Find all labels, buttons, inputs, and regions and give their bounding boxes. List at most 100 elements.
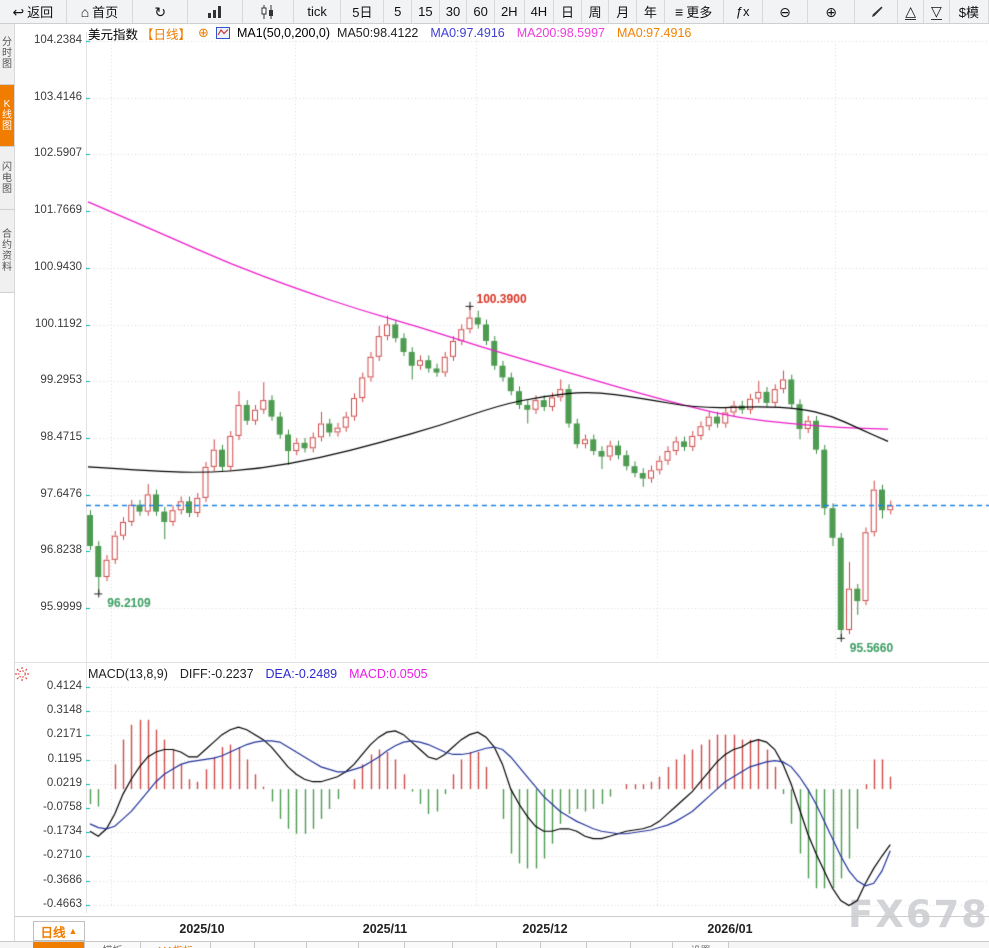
price-axis-label: 98.4715: [40, 430, 82, 443]
price-axis-label: 99.2953: [40, 374, 82, 387]
toolbar-dollar-button[interactable]: $模: [950, 0, 989, 23]
footer-tab[interactable]: [587, 942, 631, 948]
toolbar-period-5-button[interactable]: 5: [384, 0, 413, 23]
month-axis-label: 2026/01: [707, 922, 753, 936]
xaxis-top-border: [0, 916, 989, 917]
toolbar-fx-indicator-button[interactable]: ƒx: [724, 0, 763, 23]
price-axis-label: 103.4146: [34, 90, 82, 103]
sidebar-tab-char: 时: [2, 48, 12, 59]
macd-axis-label: 0.3148: [46, 704, 82, 717]
toolbar-period-15-button[interactable]: 15: [412, 0, 440, 23]
price-axis-label: 100.1192: [34, 317, 82, 330]
panel-separator: [0, 662, 989, 663]
sidebar-tab-char: 约: [2, 240, 12, 251]
ma-values: MA50:98.4122 MA0:97.4916 MA200:98.5997 MA0:…: [337, 26, 691, 40]
add-indicator-icon[interactable]: ⊕: [198, 25, 209, 40]
toolbar-period-5d-button[interactable]: 5日: [341, 0, 385, 23]
macd-header: MACD(13,8,9) DIFF:-0.2237 DEA:-0.2489 MACD:…: [88, 666, 428, 681]
footer-tab-模板[interactable]: 模板: [85, 942, 141, 948]
price-axis-label: 101.7669: [34, 204, 82, 217]
back-label: 返回: [27, 5, 54, 20]
period-2h-label: 2H: [500, 4, 518, 19]
period-selector-button[interactable]: 日线 ▲: [33, 921, 85, 941]
toolbar-triangle-up-icon[interactable]: △: [898, 0, 925, 23]
toolbar-period-month-button[interactable]: 月: [609, 0, 638, 23]
macd-value: DEA:-0.2489: [265, 666, 338, 681]
sidebar-tab-char: 闪: [2, 161, 12, 173]
macd-value: MACD:0.0505: [349, 666, 428, 681]
home-glyph: ⌂: [80, 3, 90, 20]
sidebar-tab-char: 图: [2, 183, 12, 195]
price-axis-label: 97.6476: [40, 487, 82, 500]
triangle-up-glyph: △: [905, 2, 917, 20]
footer-tab[interactable]: [453, 942, 497, 948]
sidebar-tab-contract-info[interactable]: 合约资料: [0, 210, 14, 293]
macd-axis-label: 0.2171: [46, 728, 82, 741]
price-axis-label: 102.5907: [34, 147, 82, 160]
footer-tab[interactable]: [631, 942, 673, 948]
toolbar-back-button[interactable]: ↩ 返回: [0, 0, 67, 23]
footer-tab[interactable]: [307, 942, 359, 948]
refresh-glyph: ↻: [154, 3, 167, 20]
toolbar-period-4h-button[interactable]: 4H: [525, 0, 555, 23]
sidebar-tab-char: 资: [2, 251, 12, 262]
toolbar-period-30-button[interactable]: 30: [440, 0, 468, 23]
footer-tab[interactable]: [359, 942, 405, 948]
toolbar-tick-button[interactable]: tick: [294, 0, 342, 23]
symbol-period: 【日线】: [141, 27, 192, 42]
home-label: 首页: [92, 5, 119, 20]
footer-left-pad: [0, 942, 33, 948]
footer-tab[interactable]: [255, 942, 307, 948]
footer-tab[interactable]: [541, 942, 587, 948]
toolbar-candle-chart-icon[interactable]: [243, 0, 295, 23]
more-label: 更多: [686, 5, 713, 20]
more-glyph: ≡: [675, 3, 684, 20]
price-axis-label: 104.2384: [34, 34, 82, 46]
period-5-label: 5: [394, 4, 402, 19]
toolbar-refresh-icon[interactable]: ↻: [133, 0, 189, 23]
toolbar-period-year-button[interactable]: 年: [637, 0, 665, 23]
period-week-label: 周: [588, 5, 602, 20]
macd-axis-label: -0.3686: [42, 873, 82, 886]
footer-tab-MA指标[interactable]: MA指标: [141, 942, 211, 948]
sidebar-tab-time-chart[interactable]: 分时图: [0, 23, 14, 85]
triangle-down-glyph: ▽: [930, 2, 942, 20]
period-month-label: 月: [616, 5, 630, 20]
toolbar-period-2h-button[interactable]: 2H: [495, 0, 525, 23]
toolbar-bar-chart-icon[interactable]: [188, 0, 244, 23]
toolbar-triangle-down-icon[interactable]: ▽: [924, 0, 950, 23]
price-axis-label: 96.8238: [40, 544, 82, 557]
toolbar-home-button[interactable]: ⌂ 首页: [67, 0, 134, 23]
dollar-label: $模: [958, 5, 979, 20]
symbol-name: 美元指数: [88, 27, 139, 42]
footer-tab-设置[interactable]: 设置: [673, 942, 729, 948]
macd-settings-icon[interactable]: [14, 666, 30, 682]
macd-axis-label: -0.1734: [42, 825, 82, 838]
period-30-label: 30: [445, 4, 461, 19]
price-axis-label: 100.9430: [34, 260, 82, 273]
toolbar-period-60-button[interactable]: 60: [467, 0, 495, 23]
period-4h-label: 4H: [530, 4, 548, 19]
sidebar-tab-flash-chart[interactable]: 闪电图: [0, 147, 14, 210]
price-and-macd-chart[interactable]: [86, 32, 989, 913]
macd-axis-label: 0.0219: [46, 776, 82, 789]
toolbar-zoom-out-icon[interactable]: ⊖: [763, 0, 809, 23]
macd-value: DIFF:-0.2237: [179, 666, 254, 681]
month-axis-label: 2025/11: [362, 922, 408, 936]
toolbar-draw-icon[interactable]: [855, 0, 899, 23]
footer-tab[interactable]: [33, 942, 85, 948]
footer-tab[interactable]: [497, 942, 541, 948]
footer-tab[interactable]: [211, 942, 255, 948]
toolbar-period-day-button[interactable]: 日: [554, 0, 582, 23]
toolbar-period-week-button[interactable]: 周: [582, 0, 610, 23]
toolbar-zoom-in-icon[interactable]: ⊕: [808, 0, 856, 23]
period-15-label: 15: [418, 4, 433, 19]
period-60-label: 60: [473, 4, 488, 19]
ma-value: MA200:98.5997: [516, 26, 605, 40]
mini-chart-icon[interactable]: [215, 27, 230, 39]
footer-tab[interactable]: [405, 942, 453, 948]
month-axis-label: 2025/10: [179, 922, 225, 936]
toolbar-more-button[interactable]: ≡ 更多: [665, 0, 724, 23]
macd-axis-label: 0.4124: [46, 680, 82, 692]
